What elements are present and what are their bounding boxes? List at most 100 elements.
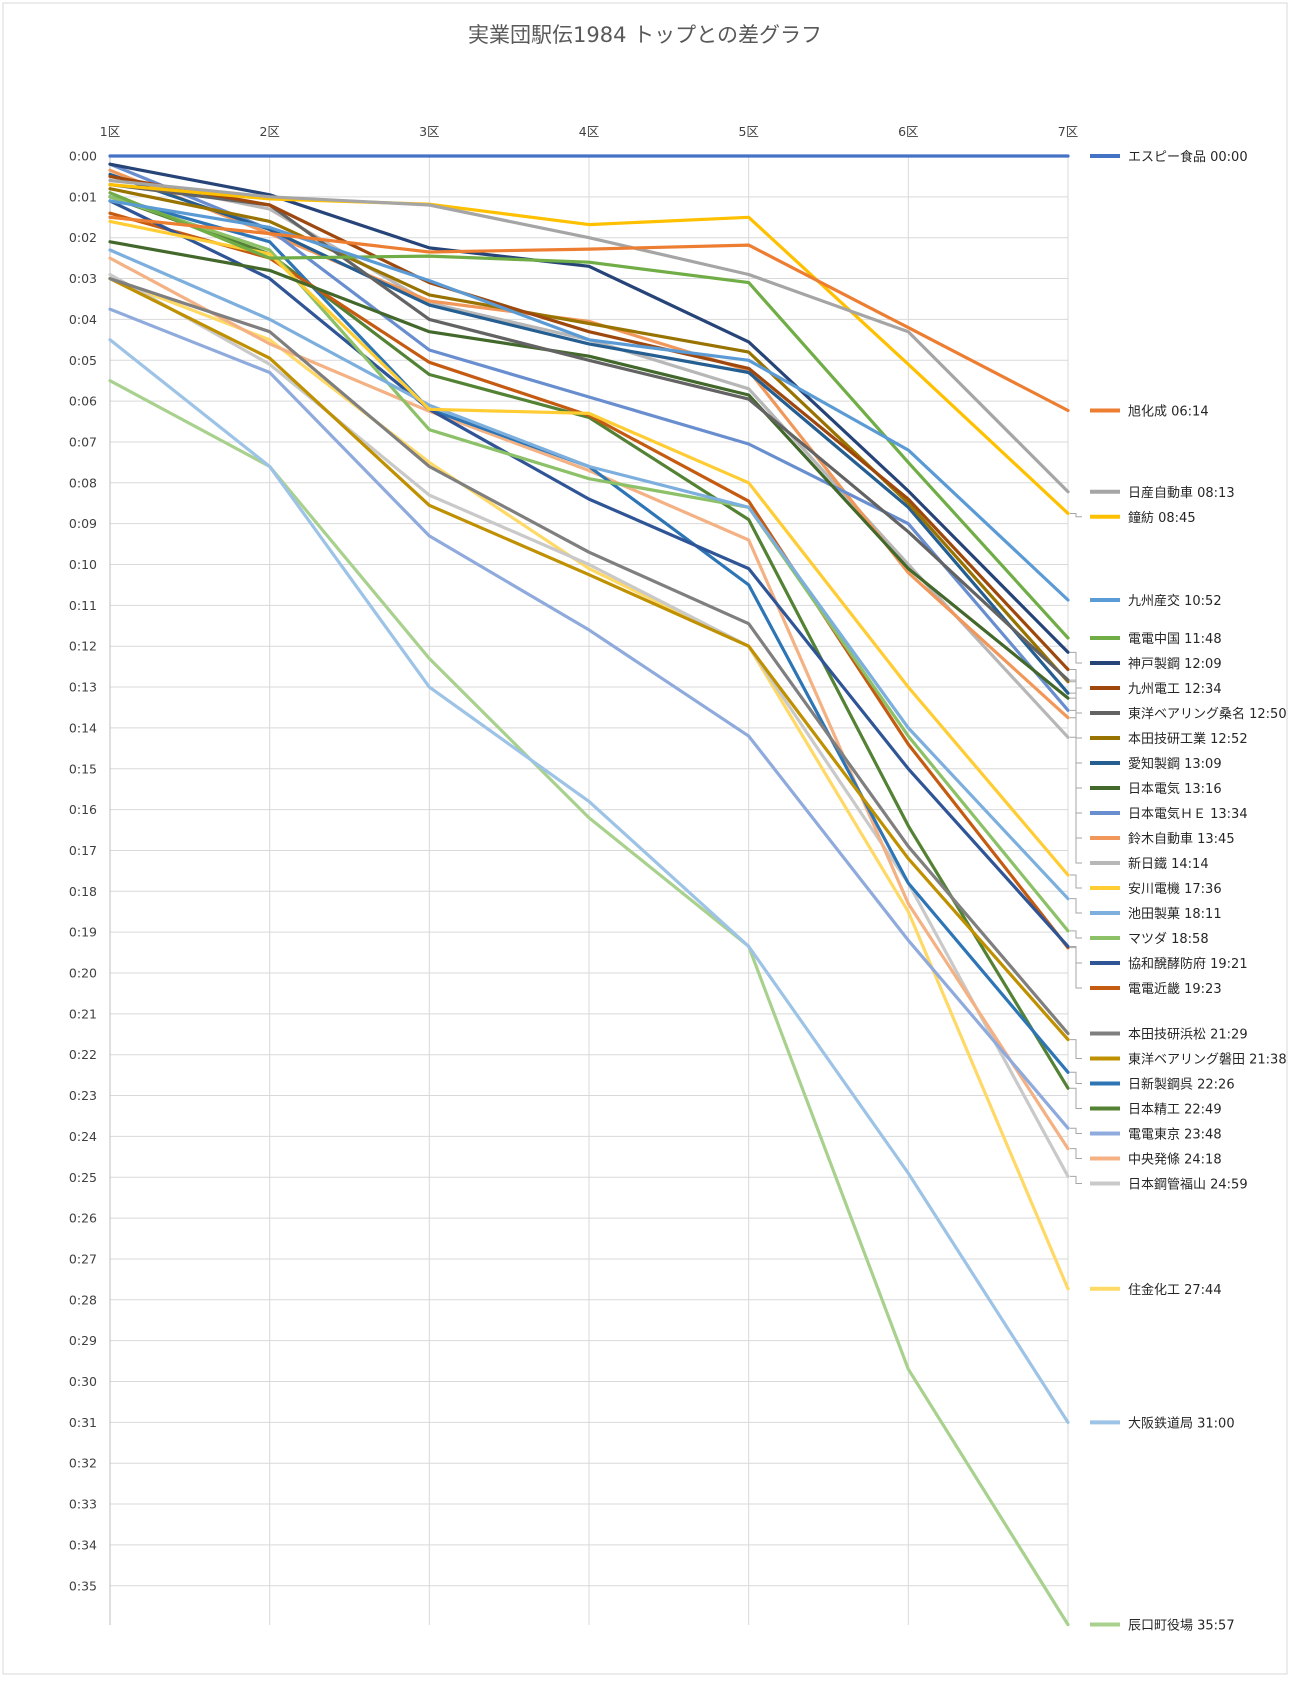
y-tick-label: 0:17 (69, 843, 97, 858)
y-tick-label: 0:30 (69, 1374, 97, 1389)
series-line (108, 162, 1070, 654)
y-tick-label: 0:22 (69, 1047, 97, 1062)
legend-label: 日本電気ＨＥ 13:34 (1128, 806, 1248, 822)
y-tick-label: 0:04 (69, 312, 97, 327)
legend-leader-line (1070, 874, 1082, 889)
y-tick-label: 0:15 (69, 761, 97, 776)
legend-label: 鐘紡 08:45 (1128, 510, 1196, 526)
series-line (108, 174, 1070, 672)
legend-label: 九州電工 12:34 (1128, 682, 1222, 697)
legend-label: 池田製菓 18:11 (1128, 907, 1222, 922)
series-line (108, 307, 1070, 1130)
x-tick-label: 2区 (259, 124, 279, 139)
legend-leader-line (1070, 1071, 1082, 1084)
y-tick-label: 0:09 (69, 516, 97, 531)
y-tick-label: 0:32 (69, 1456, 97, 1471)
legend-label: 新日鐵 14:14 (1128, 856, 1209, 872)
series-line (108, 178, 1070, 494)
y-tick-label: 0:03 (69, 271, 97, 286)
x-axis-labels: 1区 2区 3区 4区 5区 6区 7区 (100, 124, 1078, 139)
legend-label: 辰口町役場 35:57 (1128, 1619, 1235, 1634)
legend: エスピー食品 00:00 旭化成 06:14 日産自動車 08:13 鐘紡 08:45… (1070, 149, 1287, 1634)
legend-label: 本田技研工業 12:52 (1128, 731, 1248, 747)
legend-leader-line (1070, 1039, 1082, 1059)
legend-leader-line (1070, 930, 1082, 939)
x-tick-label: 3区 (419, 124, 439, 139)
y-tick-label: 0:21 (69, 1006, 97, 1021)
legend-leader-line (1070, 1087, 1082, 1109)
y-tick-label: 0:20 (69, 966, 97, 981)
y-tick-label: 0:07 (69, 434, 97, 449)
legend-label: 大阪鉄道局 31:00 (1128, 1416, 1235, 1431)
y-tick-label: 0:24 (69, 1129, 97, 1144)
series-line (108, 219, 1070, 877)
legend-label: 電電東京 23:48 (1128, 1126, 1222, 1142)
series-line (108, 277, 1070, 1042)
y-tick-label: 0:05 (69, 353, 97, 368)
legend-label: 九州産交 10:52 (1128, 593, 1222, 609)
legend-label: マツダ 18:58 (1128, 932, 1209, 947)
x-tick-label: 7区 (1058, 124, 1078, 139)
series-line (108, 256, 1070, 1151)
series-line (108, 172, 1070, 695)
y-tick-label: 0:34 (69, 1537, 97, 1552)
y-tick-label: 0:00 (69, 149, 97, 164)
y-axis-labels: 0:00 0:01 0:02 0:03 0:04 0:05 0:06 0:07 0:08 0:09… (69, 149, 97, 1594)
legend-leader-line (1070, 736, 1082, 864)
legend-label: 愛知製鋼 13:09 (1128, 756, 1222, 772)
legend-label: 旭化成 06:14 (1128, 404, 1209, 419)
y-tick-label: 0:33 (69, 1497, 97, 1512)
legend-label: 中央発條 24:18 (1128, 1152, 1222, 1167)
legend-label: 安川電機 17:36 (1128, 882, 1222, 897)
legend-leader-line (1070, 1175, 1082, 1184)
series-line (108, 215, 1070, 413)
legend-label: 協和醗酵防府 19:21 (1128, 956, 1248, 972)
y-tick-label: 0:23 (69, 1088, 97, 1103)
legend-label: 東洋ベアリング磐田 21:38 (1128, 1051, 1287, 1067)
legend-label: 東洋ベアリング桑名 12:50 (1128, 706, 1287, 722)
y-tick-label: 0:01 (69, 189, 97, 204)
y-tick-label: 0:28 (69, 1292, 97, 1307)
y-tick-label: 0:29 (69, 1333, 97, 1348)
series-line (108, 248, 1070, 901)
legend-label: 住金化工 27:44 (1128, 1282, 1222, 1298)
legend-leader-line (1070, 512, 1082, 518)
chart-title: 実業団駅伝1984 トップとの差グラフ (468, 23, 822, 47)
series-line (108, 199, 1070, 949)
legend-leader-line (1070, 898, 1082, 914)
legend-leader-line (1070, 1148, 1082, 1159)
series-lines (108, 154, 1070, 1627)
y-tick-label: 0:10 (69, 557, 97, 572)
series-line (108, 240, 1070, 700)
legend-leader-line (1070, 947, 1082, 989)
legend-label: 本田技研浜松 21:29 (1128, 1027, 1248, 1042)
x-tick-label: 5区 (738, 124, 758, 139)
series-line (108, 199, 1070, 602)
x-tick-label: 1区 (100, 124, 120, 139)
y-tick-label: 0:16 (69, 802, 97, 817)
series-line (108, 195, 1070, 933)
legend-label: 日新製鋼呉 22:26 (1128, 1076, 1235, 1092)
y-tick-label: 0:08 (69, 475, 97, 490)
legend-leader-line (1070, 1127, 1082, 1134)
legend-label: 日本精工 22:49 (1128, 1102, 1222, 1117)
y-tick-label: 0:25 (69, 1170, 97, 1185)
legend-label: エスピー食品 00:00 (1128, 149, 1248, 165)
x-tick-label: 4区 (579, 124, 599, 139)
series-line (108, 191, 1070, 640)
legend-label: 鈴木自動車 13:45 (1128, 832, 1235, 847)
y-tick-label: 0:35 (69, 1578, 97, 1593)
y-tick-label: 0:14 (69, 720, 97, 735)
legend-leader-line (1070, 651, 1082, 664)
series-line (108, 338, 1070, 1425)
legend-label: 日本鋼管福山 24:59 (1128, 1177, 1248, 1192)
y-tick-label: 0:18 (69, 884, 97, 899)
legend-label: 日本電気 13:16 (1128, 781, 1222, 797)
y-tick-label: 0:27 (69, 1251, 97, 1266)
y-tick-label: 0:13 (69, 680, 97, 695)
series-line (108, 183, 1070, 516)
y-tick-label: 0:02 (69, 230, 97, 245)
